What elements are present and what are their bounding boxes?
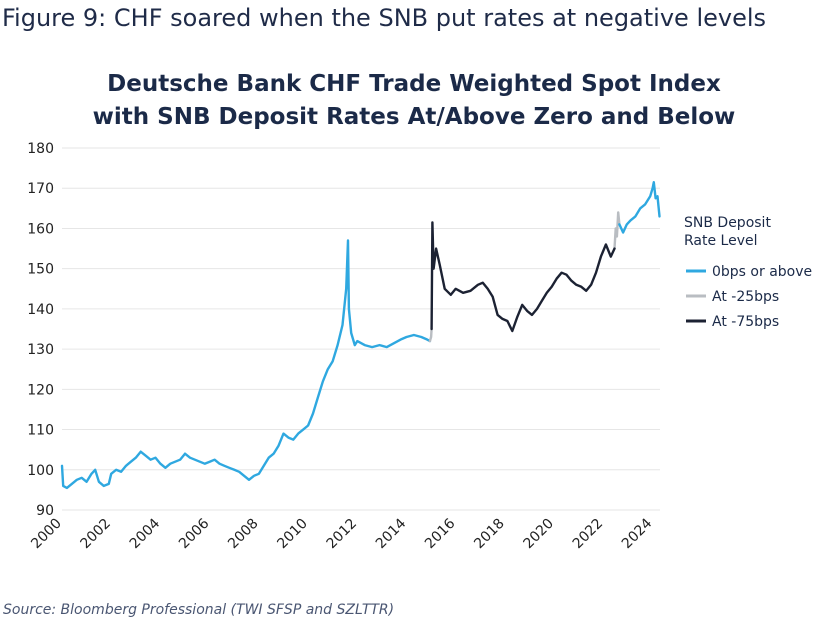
figure-heading: Figure 9: CHF soared when the SNB put ra… — [2, 4, 767, 32]
y-tick-label: 170 — [27, 181, 54, 197]
y-tick-label: 180 — [27, 141, 54, 157]
x-tick-label: 2012 — [324, 516, 361, 553]
x-axis-ticks: 2000 2002 2004 2006 2008 2010 2012 2014 2016 2018… — [28, 515, 655, 552]
y-tick-label: 100 — [27, 463, 54, 479]
chart-title-line2: with SNB Deposit Rates At/Above Zero and… — [92, 104, 736, 130]
x-tick-label: 2010 — [274, 516, 311, 553]
series-line — [618, 181, 661, 234]
series-line — [60, 239, 432, 490]
legend-title-line2: Rate Level — [684, 233, 758, 249]
chart-title: Deutsche Bank CHF Trade Weighted Spot In… — [60, 68, 768, 134]
x-tick-label: 2008 — [225, 516, 262, 553]
x-tick-label: 2006 — [176, 515, 213, 552]
gridlines — [62, 147, 660, 511]
x-tick-label: 2022 — [570, 516, 607, 553]
legend-label: At -75bps — [712, 314, 779, 330]
y-axis-ticks: 90 100 110 120 130 140 150 160 170 180 — [27, 141, 54, 519]
series-lines — [60, 181, 661, 490]
series-line — [613, 211, 621, 250]
y-tick-label: 150 — [27, 262, 54, 278]
x-tick-label: 2002 — [78, 516, 115, 553]
chart-title-line1: Deutsche Bank CHF Trade Weighted Spot In… — [107, 71, 721, 97]
x-tick-label: 2024 — [619, 515, 656, 552]
y-tick-label: 90 — [36, 503, 54, 519]
series-line — [428, 327, 433, 343]
y-tick-label: 110 — [27, 423, 54, 439]
legend: SNB Deposit Rate Level 0bps or above At -… — [684, 215, 812, 330]
legend-label: 0bps or above — [712, 264, 812, 280]
y-tick-label: 140 — [27, 302, 54, 318]
y-tick-label: 160 — [27, 221, 54, 237]
x-tick-label: 2000 — [28, 516, 65, 553]
legend-label: At -25bps — [712, 289, 779, 305]
source-note: Source: Bloomberg Professional (TWI SFSP… — [3, 602, 395, 618]
y-tick-label: 130 — [27, 342, 54, 358]
series-line — [430, 221, 616, 333]
legend-title-line1: SNB Deposit — [684, 215, 771, 231]
y-tick-label: 120 — [27, 382, 54, 398]
x-tick-label: 2004 — [127, 515, 164, 552]
x-tick-label: 2014 — [373, 515, 410, 552]
x-tick-label: 2016 — [422, 515, 459, 552]
x-tick-label: 2018 — [471, 516, 508, 553]
x-tick-label: 2020 — [520, 516, 557, 553]
